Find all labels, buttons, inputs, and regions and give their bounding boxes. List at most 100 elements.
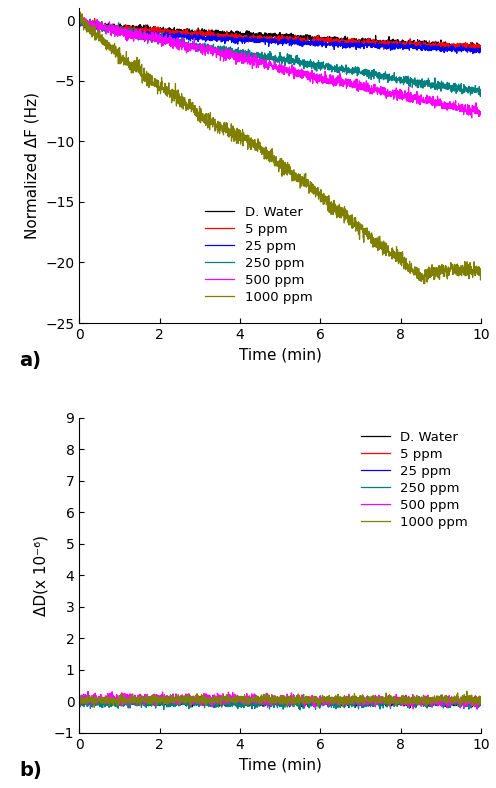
- 25 ppm: [467, 699, 473, 708]
- 500 ppm: [97, 20, 103, 30]
- 1000 ppm: [467, 694, 473, 704]
- Line: 500 ppm: 500 ppm: [79, 14, 481, 118]
- 1000 ppm: [478, 698, 484, 708]
- 250 ppm: [77, 11, 83, 20]
- Text: a): a): [19, 351, 41, 370]
- 250 ppm: [272, 58, 278, 67]
- 500 ppm: [393, 694, 399, 704]
- 5 ppm: [97, 20, 103, 29]
- D. Water: [467, 43, 473, 52]
- 5 ppm: [403, 690, 409, 700]
- 250 ppm: [261, 701, 267, 710]
- 25 ppm: [97, 24, 103, 34]
- 250 ppm: [97, 698, 103, 708]
- 1000 ppm: [97, 697, 103, 706]
- 250 ppm: [478, 693, 484, 703]
- 250 ppm: [76, 698, 82, 708]
- Line: 1000 ppm: 1000 ppm: [79, 12, 481, 284]
- 500 ppm: [76, 19, 82, 28]
- 500 ppm: [77, 9, 83, 19]
- 500 ppm: [97, 692, 103, 701]
- 5 ppm: [76, 13, 82, 23]
- 25 ppm: [261, 36, 267, 46]
- D. Water: [76, 697, 82, 707]
- Line: 250 ppm: 250 ppm: [79, 694, 481, 710]
- D. Water: [478, 44, 484, 54]
- 25 ppm: [393, 43, 399, 52]
- 25 ppm: [478, 46, 484, 55]
- 5 ppm: [478, 42, 484, 51]
- Line: 250 ppm: 250 ppm: [79, 16, 481, 96]
- Text: b): b): [19, 761, 42, 780]
- 25 ppm: [478, 697, 484, 707]
- 5 ppm: [76, 697, 82, 707]
- 25 ppm: [467, 43, 473, 53]
- 500 ppm: [261, 696, 267, 705]
- 25 ppm: [272, 697, 278, 707]
- 1000 ppm: [272, 154, 278, 164]
- 500 ppm: [261, 61, 267, 70]
- 250 ppm: [83, 690, 89, 699]
- 5 ppm: [97, 698, 103, 708]
- 5 ppm: [467, 698, 473, 708]
- 1000 ppm: [393, 697, 399, 706]
- Line: 25 ppm: 25 ppm: [79, 698, 481, 705]
- 1000 ppm: [478, 264, 484, 273]
- 5 ppm: [393, 39, 399, 49]
- 5 ppm: [272, 698, 278, 708]
- 25 ppm: [97, 697, 103, 706]
- D. Water: [97, 697, 103, 707]
- 1000 ppm: [76, 694, 82, 704]
- 5 ppm: [272, 34, 278, 43]
- D. Water: [272, 30, 278, 39]
- 250 ppm: [272, 696, 278, 705]
- 1000 ppm: [261, 154, 267, 164]
- 5 ppm: [467, 697, 473, 706]
- Line: D. Water: D. Water: [79, 699, 481, 708]
- 500 ppm: [474, 704, 480, 714]
- D. Water: [467, 698, 473, 708]
- D. Water: [466, 42, 472, 51]
- Line: 25 ppm: 25 ppm: [79, 20, 481, 54]
- X-axis label: Time (min): Time (min): [239, 348, 322, 362]
- 1000 ppm: [467, 267, 473, 277]
- 1000 ppm: [91, 703, 97, 712]
- 500 ppm: [393, 89, 399, 98]
- 500 ppm: [469, 113, 475, 123]
- 5 ppm: [79, 701, 85, 711]
- 5 ppm: [466, 46, 472, 55]
- 500 ppm: [478, 108, 484, 117]
- Line: 5 ppm: 5 ppm: [79, 17, 481, 50]
- 500 ppm: [478, 695, 484, 704]
- D. Water: [407, 703, 413, 712]
- 5 ppm: [478, 693, 484, 703]
- Line: 1000 ppm: 1000 ppm: [79, 691, 481, 708]
- 1000 ppm: [467, 690, 473, 700]
- 25 ppm: [467, 697, 473, 706]
- 1000 ppm: [97, 31, 103, 40]
- 500 ppm: [467, 693, 473, 702]
- 25 ppm: [78, 15, 84, 24]
- D. Water: [261, 32, 267, 42]
- 25 ppm: [272, 35, 278, 45]
- D. Water: [261, 697, 267, 707]
- 500 ppm: [466, 699, 472, 708]
- 25 ppm: [470, 49, 476, 58]
- 1000 ppm: [261, 693, 267, 702]
- 1000 ppm: [422, 279, 428, 288]
- 250 ppm: [261, 54, 267, 64]
- Y-axis label: ΔD(x 10⁻⁶): ΔD(x 10⁻⁶): [33, 535, 49, 615]
- Legend: D. Water, 5 ppm, 25 ppm, 250 ppm, 500 ppm, 1000 ppm: D. Water, 5 ppm, 25 ppm, 250 ppm, 500 pp…: [198, 199, 319, 310]
- Line: D. Water: D. Water: [79, 18, 481, 50]
- D. Water: [76, 14, 82, 24]
- 250 ppm: [97, 22, 103, 32]
- 25 ppm: [298, 701, 304, 710]
- 1000 ppm: [77, 7, 83, 17]
- 500 ppm: [272, 691, 278, 701]
- 5 ppm: [467, 46, 473, 55]
- D. Water: [97, 19, 103, 28]
- 500 ppm: [76, 697, 82, 706]
- 250 ppm: [393, 696, 399, 705]
- 500 ppm: [467, 107, 473, 117]
- 250 ppm: [467, 84, 473, 94]
